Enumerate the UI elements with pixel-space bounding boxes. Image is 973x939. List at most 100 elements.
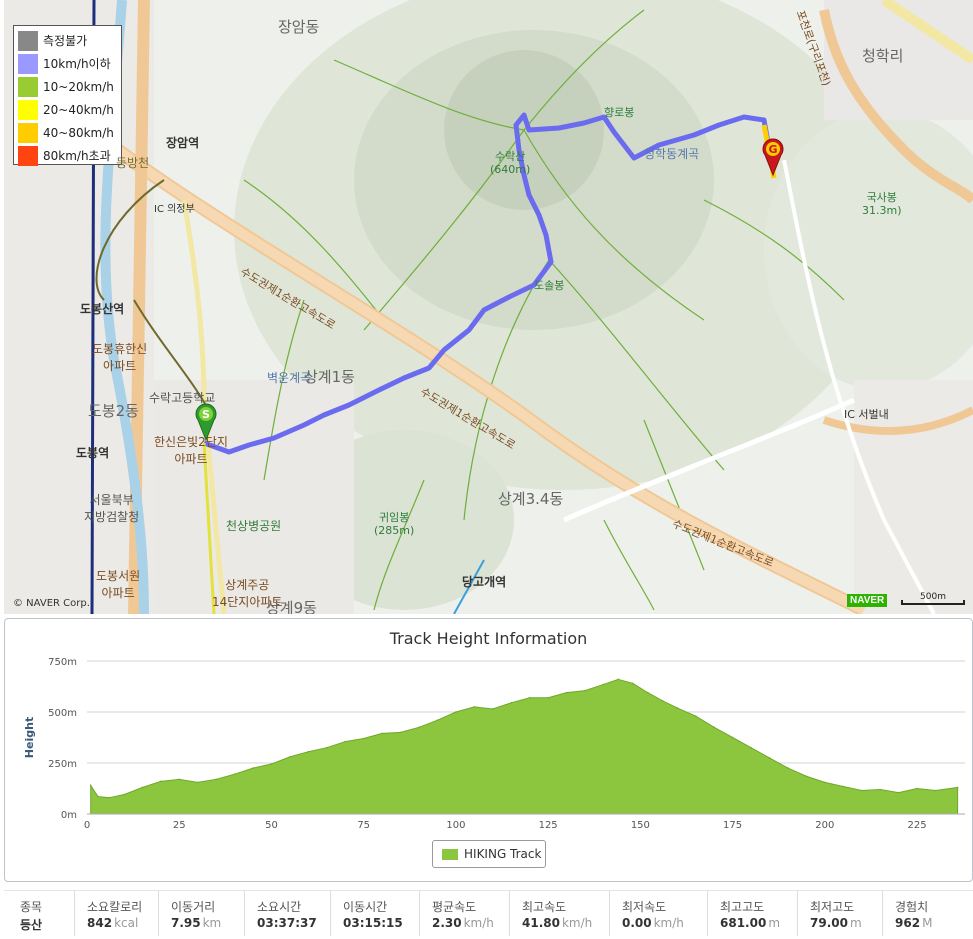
stat-label: 경험치 xyxy=(895,900,929,914)
legend-item: 10~20km/h xyxy=(18,75,117,98)
map-label-cheongseong-valley: 청학동계곡 xyxy=(644,147,700,161)
start-marker-icon[interactable]: S xyxy=(194,402,218,442)
route-map[interactable]: 측정불가 10km/h이하 10~20km/h 20~40km/h 40~80k… xyxy=(4,0,973,614)
map-terrain xyxy=(4,0,973,614)
map-label-sanggye1dong: 상계1동 xyxy=(304,368,355,386)
map-label-jangam-station: 장암역 xyxy=(166,136,200,150)
data-point xyxy=(842,785,845,788)
stat-item: 최고속도 41.80 km/h xyxy=(509,891,609,936)
stat-item: 평균속도 2.30 km/h xyxy=(419,891,509,936)
data-point xyxy=(307,750,310,753)
map-label-guimbong: 귀임봉 (285m) xyxy=(374,511,415,537)
data-point xyxy=(565,691,568,694)
data-point xyxy=(455,711,457,713)
data-point xyxy=(108,796,110,799)
map-scale: 500m xyxy=(901,592,965,605)
data-point xyxy=(381,732,383,735)
data-point xyxy=(661,699,664,702)
x-tick-label: 50 xyxy=(265,820,278,831)
chart-legend[interactable]: HIKING Track xyxy=(432,840,546,868)
map-label-ic-seobullae: IC 서벌내 xyxy=(844,408,889,421)
stat-item: 경험치 962 M xyxy=(882,891,942,936)
height-chart: 0m 250m 500m 750m 0 25 50 75 100 125 150 175 200 225 H… xyxy=(23,657,965,831)
stat-label: 종목 xyxy=(20,900,43,914)
data-point xyxy=(750,746,752,749)
stat-label: 이동시간 xyxy=(343,900,388,914)
x-tick-label: 225 xyxy=(907,820,926,831)
svg-text:G: G xyxy=(768,143,777,156)
data-point xyxy=(344,740,347,743)
data-point xyxy=(632,682,634,685)
map-label-danggogae-station: 당고개역 xyxy=(462,575,507,589)
stat-value: 842 kcal xyxy=(87,916,139,930)
map-label-sanggye9dong: 상계9동 xyxy=(266,599,317,614)
map-label-guksabong: 국사봉 31.3m) xyxy=(862,191,902,217)
y-axis-label: Height xyxy=(23,717,36,758)
data-point xyxy=(141,786,144,789)
goal-marker-icon[interactable]: G xyxy=(761,137,785,177)
data-point xyxy=(270,763,273,765)
stat-value: 등산 xyxy=(20,918,43,932)
map-label-suraksan-peak: 수락산 (640m) xyxy=(490,150,531,176)
data-point xyxy=(805,775,808,778)
map-label-cheonsangbyeong-park: 천상병공원 xyxy=(226,519,282,533)
data-point xyxy=(694,715,697,717)
data-point xyxy=(617,678,620,681)
y-tick-label: 250m xyxy=(48,759,77,770)
data-point xyxy=(233,773,236,776)
stat-label: 평균속도 xyxy=(432,900,477,914)
stat-label: 소요칼로리 xyxy=(87,900,143,914)
map-label-doljibong: 도솔봉 xyxy=(534,279,565,292)
map-label-dobong2dong: 도봉2동 xyxy=(88,402,139,420)
data-point xyxy=(473,706,476,708)
data-point xyxy=(879,788,881,791)
data-point xyxy=(916,787,918,790)
stat-label: 최고고도 xyxy=(720,900,765,914)
stat-label: 소요시간 xyxy=(257,900,302,914)
stat-unit: m xyxy=(768,916,781,930)
data-point xyxy=(289,756,291,758)
data-point xyxy=(252,767,254,769)
stat-unit: kcal xyxy=(114,916,139,930)
legend-item: 10km/h이하 xyxy=(18,52,117,75)
data-point xyxy=(178,778,181,781)
data-point xyxy=(676,707,679,709)
map-label-prosecutor: 서울북부 지방검찰청 xyxy=(84,493,140,524)
y-tick-label: 750m xyxy=(48,657,77,668)
data-point xyxy=(215,778,217,781)
stat-item: 이동거리 7.95 km xyxy=(158,891,244,936)
stat-label: 최저고도 xyxy=(810,900,855,914)
data-point xyxy=(491,708,494,710)
map-label-dobong-seowon-apt: 도봉서원 아파트 xyxy=(96,569,141,600)
map-label-byeogun-valley: 벽운계곡 xyxy=(267,371,312,385)
series-area xyxy=(90,678,959,815)
map-label-sanggye34dong: 상계3.4동 xyxy=(498,490,564,508)
stat-label: 이동거리 xyxy=(171,900,216,914)
stat-item: 소요시간 03:37:37 xyxy=(244,891,330,936)
x-tick-label: 25 xyxy=(173,820,186,831)
map-label-sanggye-apt: 상계주공 14단지아파트 xyxy=(212,578,283,609)
track-line xyxy=(203,112,775,455)
stat-item: 최저속도 0.00 km/h xyxy=(609,891,707,936)
stat-value: 681.00 m xyxy=(720,916,781,930)
chart-legend-label: HIKING Track xyxy=(464,847,542,861)
data-point xyxy=(362,737,365,740)
data-point xyxy=(399,731,402,734)
stat-unit: m xyxy=(849,916,862,930)
data-point xyxy=(510,702,513,704)
x-tick-label: 75 xyxy=(357,820,370,831)
speed-legend: 측정불가 10km/h이하 10~20km/h 20~40km/h 40~80k… xyxy=(13,25,122,166)
data-point xyxy=(159,780,162,783)
map-label-dobongsan-station: 도봉산역 xyxy=(80,302,125,316)
stat-label: 최고속도 xyxy=(522,900,567,914)
stat-value: 962 M xyxy=(895,916,933,930)
x-tick-label: 0 xyxy=(84,820,90,831)
svg-text:S: S xyxy=(202,408,210,421)
stat-item: 소요칼로리 842 kcal xyxy=(74,891,158,936)
data-point xyxy=(97,795,99,798)
y-tick-label: 500m xyxy=(48,708,77,719)
data-point xyxy=(436,719,439,721)
stat-item: 최저고도 79.00 m xyxy=(797,891,882,936)
